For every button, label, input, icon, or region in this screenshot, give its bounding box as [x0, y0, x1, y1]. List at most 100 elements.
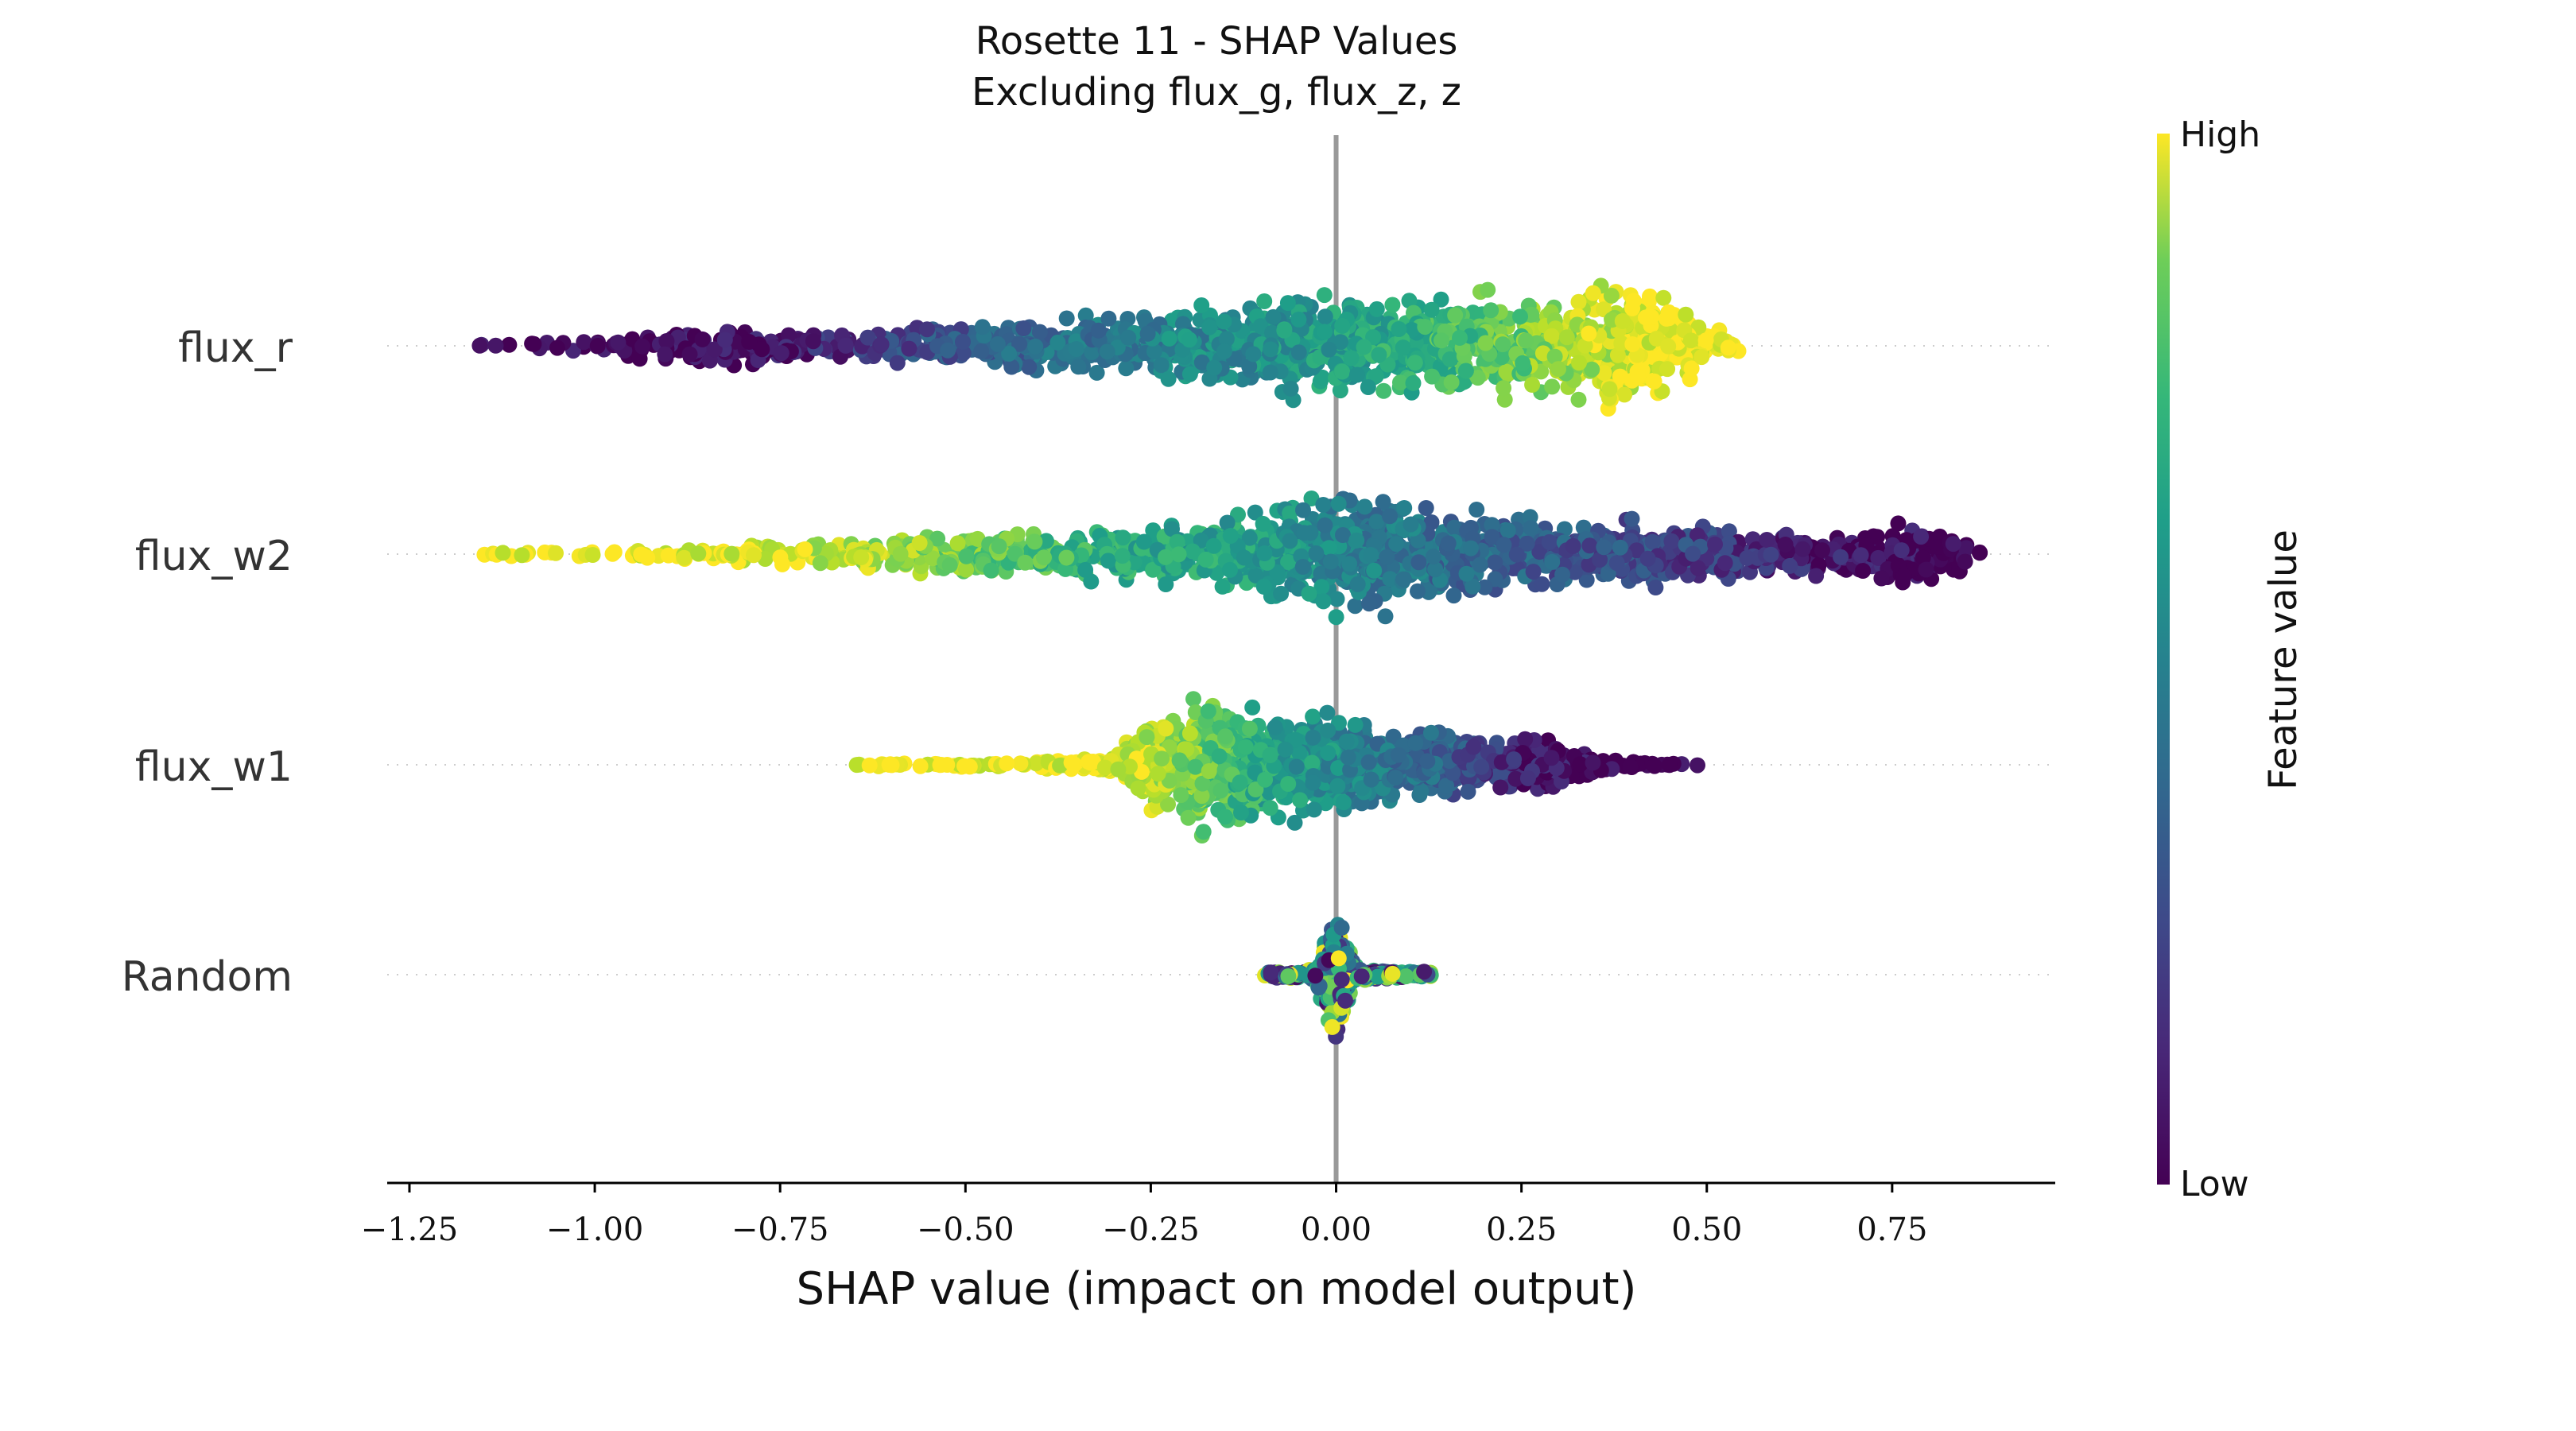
shap-point — [1320, 745, 1336, 762]
shap-point — [1387, 770, 1404, 786]
shap-point — [1308, 545, 1325, 561]
shap-point — [1154, 750, 1170, 767]
shap-point — [1418, 500, 1434, 516]
shap-point — [1335, 527, 1351, 543]
shap-point — [1446, 519, 1463, 536]
shap-point — [991, 538, 1007, 555]
shap-point — [1368, 368, 1384, 385]
shap-point — [487, 337, 504, 354]
shap-point — [1534, 576, 1550, 592]
shap-point — [1296, 525, 1313, 541]
shap-point — [1330, 495, 1347, 512]
shap-point — [631, 351, 648, 367]
shap-point — [1208, 564, 1225, 581]
shap-point — [1690, 560, 1706, 576]
shap-point — [1413, 783, 1430, 799]
shap-point — [1458, 565, 1475, 582]
shap-point — [1601, 381, 1618, 398]
shap-point — [1487, 554, 1503, 571]
shap-point — [1237, 739, 1254, 755]
shap-point — [1219, 514, 1236, 531]
shap-point — [889, 355, 906, 371]
shap-point — [1262, 800, 1278, 816]
shap-point — [1017, 554, 1034, 571]
shap-point — [881, 757, 898, 773]
shap-point — [1794, 541, 1811, 557]
shap-point — [1096, 759, 1113, 776]
shap-point — [1492, 779, 1509, 796]
beeswarm-points — [471, 277, 1988, 1045]
shap-point — [1347, 598, 1364, 615]
shap-point — [1396, 500, 1413, 516]
shap-point — [1697, 332, 1714, 349]
shap-point — [1084, 344, 1100, 360]
shap-point — [1445, 588, 1462, 604]
shap-point — [1544, 553, 1561, 570]
shap-point — [919, 321, 935, 338]
shap-point — [861, 757, 878, 774]
shap-point — [1707, 536, 1723, 553]
shap-point — [1036, 549, 1052, 566]
shap-point — [658, 333, 675, 349]
shap-point — [1130, 780, 1146, 797]
shap-point — [1565, 537, 1581, 554]
shap-point — [1395, 571, 1412, 588]
shap-point — [949, 535, 966, 552]
shap-point — [1328, 609, 1344, 626]
shap-point — [1282, 505, 1298, 522]
shap-point — [1058, 310, 1075, 327]
shap-point — [955, 333, 971, 350]
shap-point — [1683, 360, 1700, 377]
shap-point — [1523, 520, 1539, 537]
shap-point — [1390, 747, 1406, 763]
shap-point — [1341, 556, 1358, 572]
shap-point — [1690, 757, 1705, 774]
shap-point — [1077, 561, 1094, 578]
shap-point — [1026, 533, 1043, 550]
shap-point — [1484, 517, 1500, 533]
shap-point — [1205, 537, 1222, 554]
shap-point — [1655, 289, 1672, 306]
shap-point — [1317, 324, 1333, 340]
shap-point — [1895, 568, 1912, 584]
shap-point — [1257, 771, 1274, 788]
shap-point — [1402, 516, 1419, 533]
shap-point — [1473, 758, 1490, 775]
shap-point — [1410, 554, 1427, 571]
shap-point — [1417, 319, 1433, 335]
shap-point — [1068, 341, 1084, 357]
shap-point — [1171, 752, 1188, 769]
shap-point — [514, 547, 530, 564]
shap-point — [657, 346, 673, 363]
shap-point — [1512, 308, 1528, 325]
shap-point — [1218, 331, 1235, 347]
shap-point — [1169, 533, 1185, 550]
shap-point — [1577, 337, 1593, 354]
shap-point — [1216, 313, 1232, 330]
shap-point — [1244, 699, 1261, 716]
shap-point — [1334, 363, 1351, 380]
shap-point — [773, 345, 789, 362]
shap-point — [1893, 542, 1910, 559]
shap-point — [1445, 765, 1461, 781]
shap-point — [1441, 351, 1458, 367]
shap-point — [956, 758, 972, 774]
shap-point — [973, 343, 990, 359]
shap-point — [1349, 576, 1366, 592]
shap-point — [848, 757, 865, 774]
shap-point — [812, 555, 828, 572]
shap-point — [1392, 374, 1408, 391]
shap-point — [1286, 814, 1303, 831]
shap-point — [1759, 532, 1775, 548]
shap-point — [1321, 341, 1337, 358]
shap-point — [901, 340, 918, 357]
shap-point — [1360, 379, 1376, 395]
shap-point — [1572, 756, 1589, 773]
shap-point — [1506, 751, 1523, 768]
shap-point — [1616, 386, 1633, 403]
shap-point — [1288, 758, 1305, 775]
shap-point — [1660, 304, 1677, 320]
shap-point — [940, 342, 956, 359]
shap-point — [1646, 373, 1662, 390]
